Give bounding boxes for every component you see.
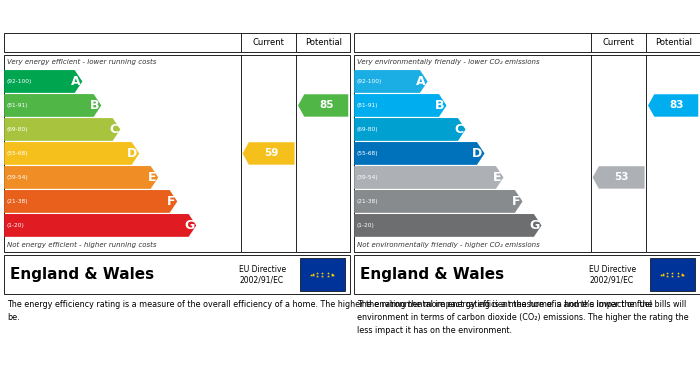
Polygon shape bbox=[354, 214, 542, 237]
Text: (69-80): (69-80) bbox=[6, 127, 28, 132]
Polygon shape bbox=[4, 190, 177, 213]
Polygon shape bbox=[4, 166, 158, 189]
Text: 85: 85 bbox=[319, 100, 333, 111]
Text: A: A bbox=[71, 75, 80, 88]
Text: Potential: Potential bbox=[654, 38, 692, 47]
Text: (1-20): (1-20) bbox=[356, 223, 374, 228]
Text: D: D bbox=[127, 147, 137, 160]
Text: The environmental impact rating is a measure of a home’s impact on the environme: The environmental impact rating is a mea… bbox=[357, 300, 689, 335]
Polygon shape bbox=[243, 142, 295, 165]
Bar bbox=[650, 258, 695, 291]
Text: G: G bbox=[529, 219, 540, 232]
Text: (39-54): (39-54) bbox=[6, 175, 28, 180]
Polygon shape bbox=[4, 142, 139, 165]
Polygon shape bbox=[4, 70, 83, 93]
Text: E: E bbox=[493, 171, 501, 184]
Text: B: B bbox=[435, 99, 444, 112]
Text: D: D bbox=[473, 147, 482, 160]
Polygon shape bbox=[4, 214, 196, 237]
Text: Current: Current bbox=[603, 38, 634, 47]
Text: Potential: Potential bbox=[304, 38, 342, 47]
Text: (81-91): (81-91) bbox=[6, 103, 28, 108]
Polygon shape bbox=[354, 118, 466, 141]
Text: EU Directive
2002/91/EC: EU Directive 2002/91/EC bbox=[239, 265, 286, 284]
Text: Very energy efficient - lower running costs: Very energy efficient - lower running co… bbox=[7, 59, 156, 65]
Text: F: F bbox=[167, 195, 175, 208]
Bar bbox=[300, 258, 345, 291]
Text: Not energy efficient - higher running costs: Not energy efficient - higher running co… bbox=[7, 242, 157, 248]
Text: England & Wales: England & Wales bbox=[10, 267, 155, 282]
Text: (21-38): (21-38) bbox=[356, 199, 378, 204]
Text: (1-20): (1-20) bbox=[6, 223, 24, 228]
Text: Energy Efficiency Rating: Energy Efficiency Rating bbox=[8, 13, 172, 26]
Text: (81-91): (81-91) bbox=[356, 103, 378, 108]
Text: England & Wales: England & Wales bbox=[360, 267, 505, 282]
Text: C: C bbox=[454, 123, 463, 136]
Text: (92-100): (92-100) bbox=[6, 79, 32, 84]
Polygon shape bbox=[298, 94, 349, 117]
Polygon shape bbox=[593, 166, 645, 188]
Text: F: F bbox=[512, 195, 520, 208]
Text: G: G bbox=[184, 219, 194, 232]
Text: Not environmentally friendly - higher CO₂ emissions: Not environmentally friendly - higher CO… bbox=[357, 242, 540, 248]
Text: (92-100): (92-100) bbox=[356, 79, 382, 84]
Text: (55-68): (55-68) bbox=[6, 151, 28, 156]
Text: E: E bbox=[148, 171, 156, 184]
Text: C: C bbox=[109, 123, 118, 136]
Polygon shape bbox=[354, 166, 503, 189]
Text: 59: 59 bbox=[265, 149, 279, 158]
Text: A: A bbox=[416, 75, 426, 88]
Text: Current: Current bbox=[253, 38, 284, 47]
Polygon shape bbox=[354, 190, 522, 213]
Text: 83: 83 bbox=[669, 100, 683, 111]
Text: (39-54): (39-54) bbox=[356, 175, 378, 180]
Polygon shape bbox=[4, 94, 101, 117]
Text: Environmental Impact (CO₂) Rating: Environmental Impact (CO₂) Rating bbox=[358, 13, 591, 26]
Text: (55-68): (55-68) bbox=[356, 151, 378, 156]
Text: 53: 53 bbox=[615, 172, 629, 183]
Polygon shape bbox=[648, 94, 699, 117]
Text: (21-38): (21-38) bbox=[6, 199, 28, 204]
Polygon shape bbox=[354, 70, 428, 93]
Text: Very environmentally friendly - lower CO₂ emissions: Very environmentally friendly - lower CO… bbox=[357, 59, 540, 65]
Polygon shape bbox=[4, 118, 120, 141]
Text: (69-80): (69-80) bbox=[356, 127, 378, 132]
Text: EU Directive
2002/91/EC: EU Directive 2002/91/EC bbox=[589, 265, 636, 284]
Text: The energy efficiency rating is a measure of the overall efficiency of a home. T: The energy efficiency rating is a measur… bbox=[7, 300, 686, 322]
Polygon shape bbox=[354, 142, 484, 165]
Text: B: B bbox=[90, 99, 99, 112]
Polygon shape bbox=[354, 94, 447, 117]
